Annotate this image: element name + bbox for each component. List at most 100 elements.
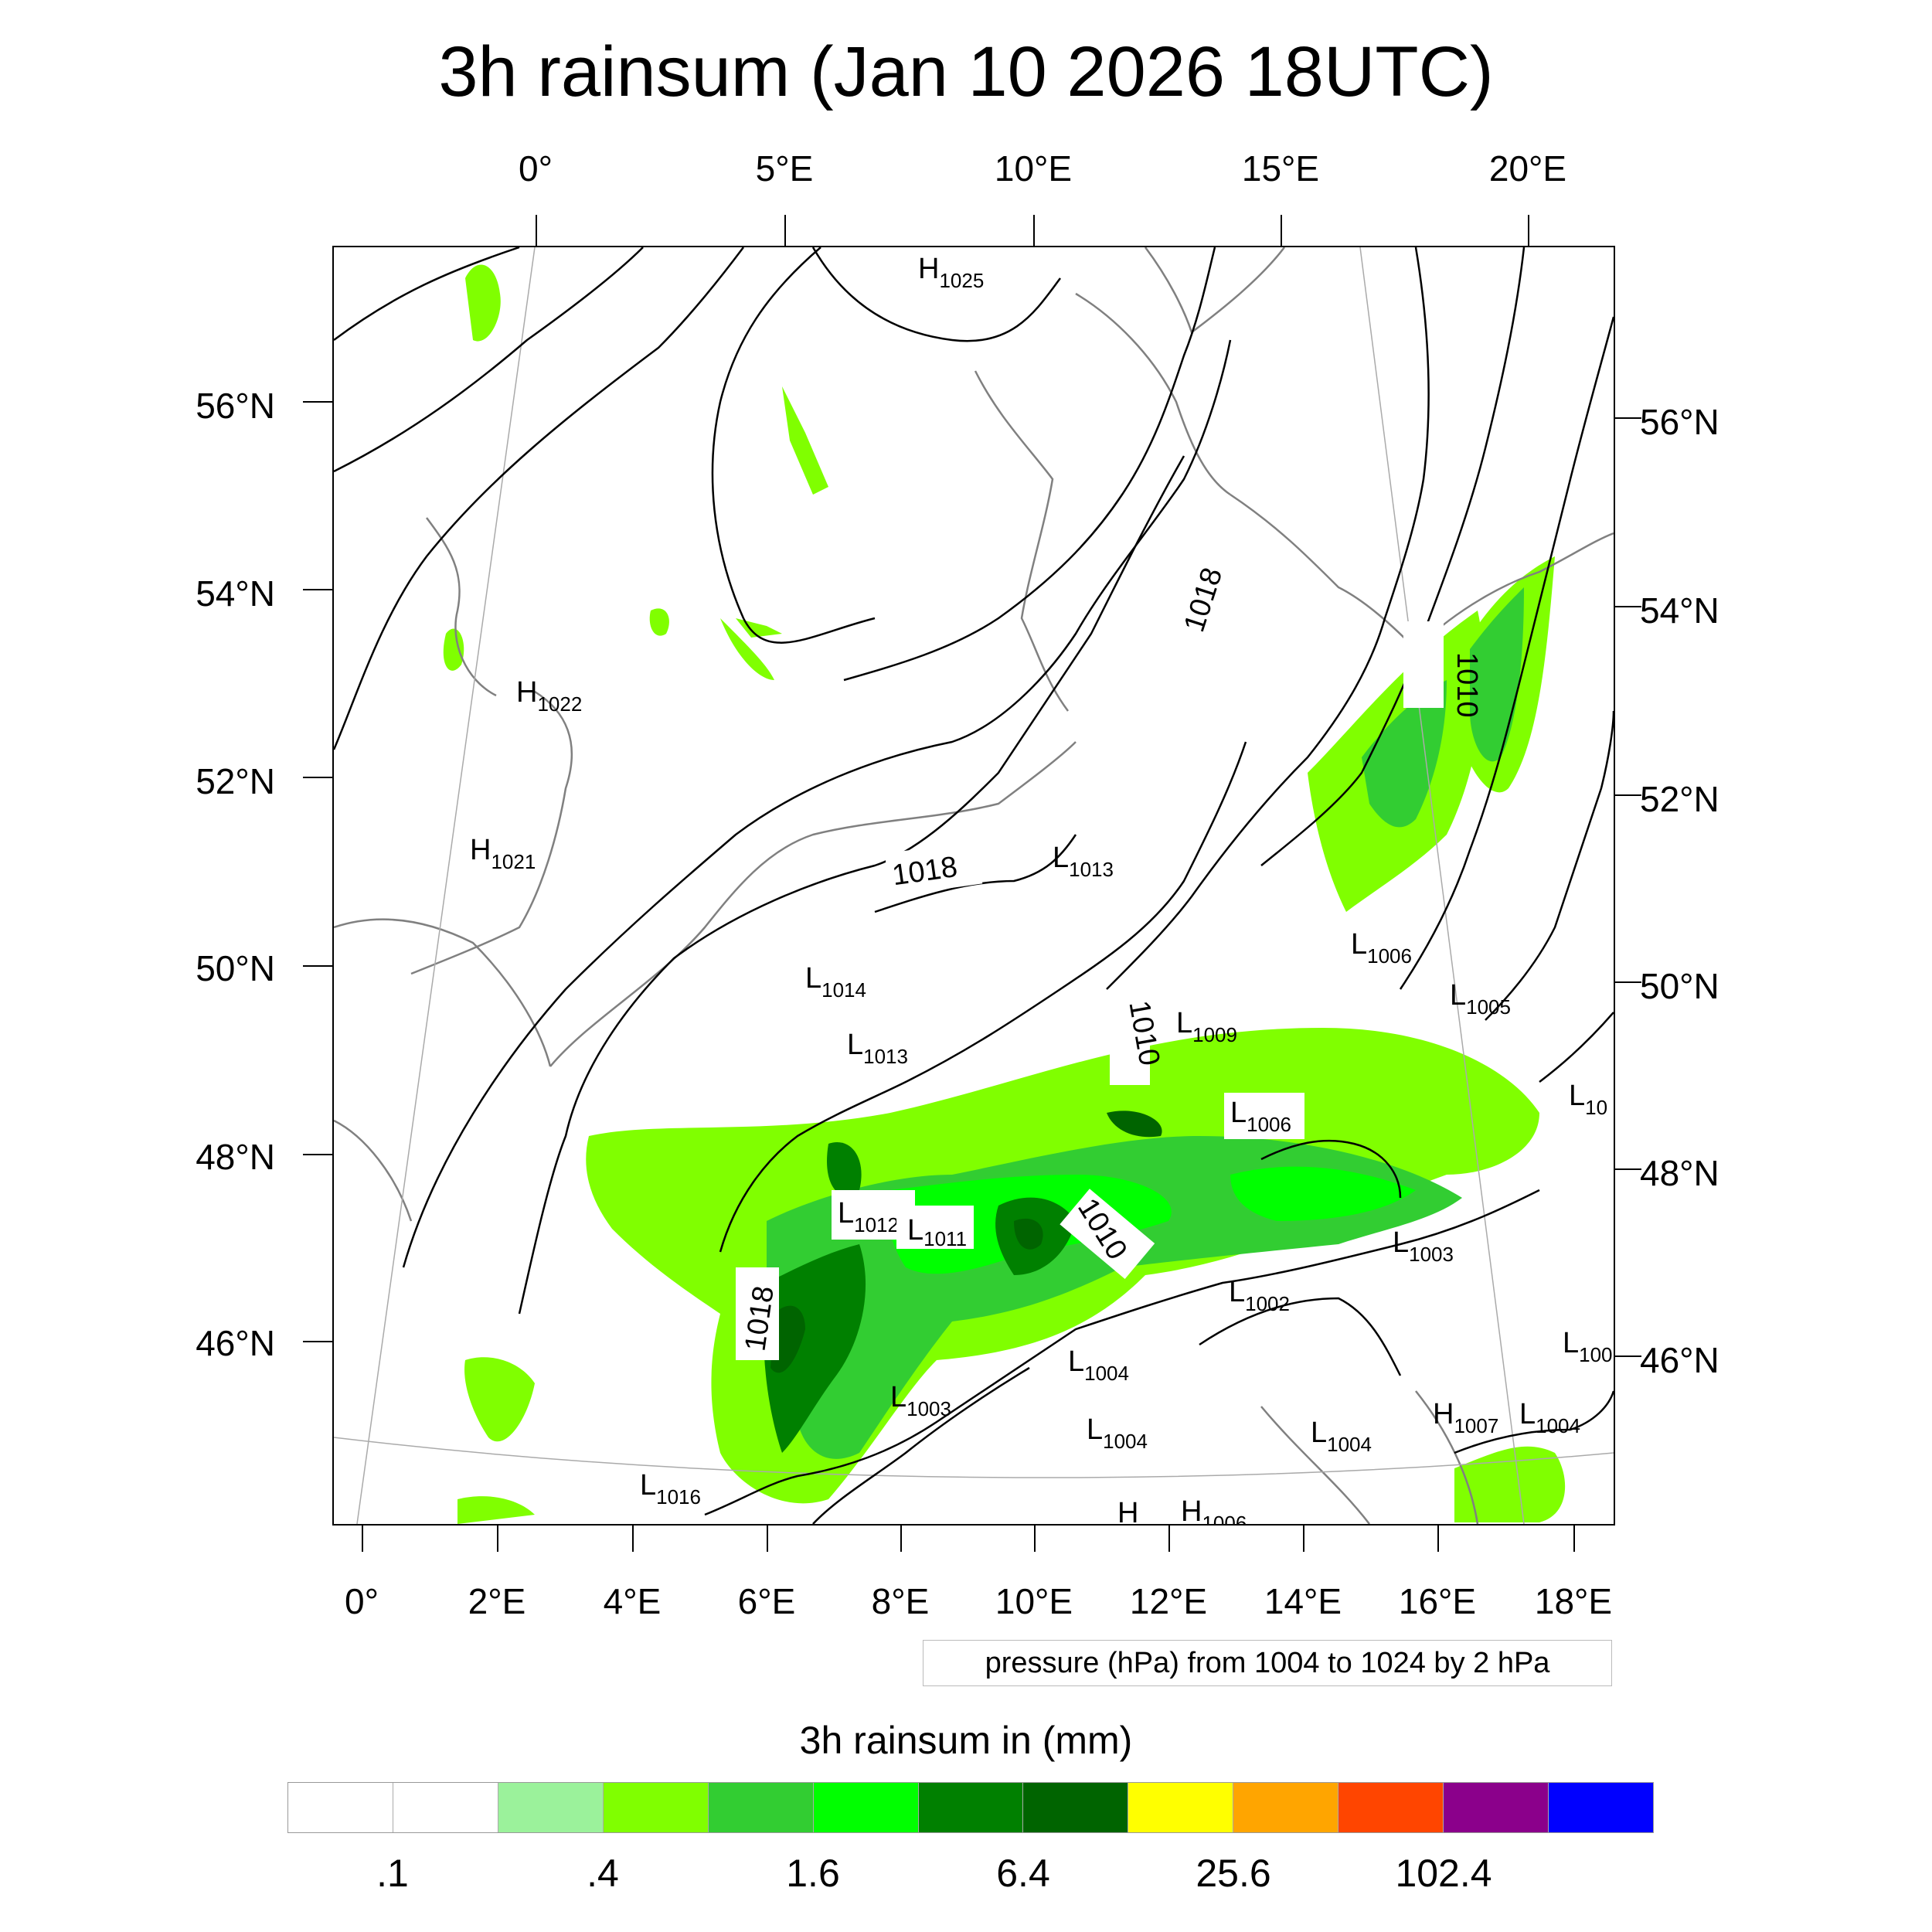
colorbar-tick-label: 25.6 (1196, 1852, 1271, 1895)
colorbar-tick-label: .4 (587, 1852, 619, 1895)
top-lon-label-0: 0° (519, 148, 553, 189)
right-tick (1614, 1168, 1641, 1170)
right-tick (1614, 981, 1641, 983)
left-lat-label-56n: 56°N (196, 386, 275, 426)
left-tick (303, 1154, 332, 1155)
bottom-tick (362, 1524, 363, 1552)
right-lat-label-52n: 52°N (1640, 779, 1719, 819)
bottom-tick (1437, 1524, 1439, 1552)
chart-title: 3h rainsum (Jan 10 2026 18UTC) (438, 32, 1494, 111)
bottom-lon-label-18e: 18°E (1534, 1581, 1613, 1621)
pressure-low-label: L1006 (1351, 928, 1412, 968)
colorbar-box (1338, 1783, 1444, 1832)
graticule (334, 247, 1614, 1524)
bottom-lon-label-8e: 8°E (871, 1581, 930, 1621)
bottom-lon-label-2e: 2°E (468, 1581, 526, 1621)
colorbar-tick-label: .1 (376, 1852, 409, 1895)
bottom-tick (1303, 1524, 1304, 1552)
top-lon-label-5e: 5°E (755, 148, 814, 189)
top-lon-label-10e: 10°E (994, 148, 1073, 189)
top-tick (1033, 215, 1035, 246)
rain-field (443, 264, 1566, 1524)
rain-heavy-areas (764, 1142, 1076, 1453)
right-lat-label-48n: 48°N (1640, 1153, 1719, 1193)
top-tick (1528, 215, 1529, 246)
top-tick (1281, 215, 1282, 246)
pressure-note: pressure (hPa) from 1004 to 1024 by 2 hP… (923, 1640, 1612, 1686)
pressure-low-label: L100 (1563, 1327, 1613, 1366)
colorbar-box (708, 1783, 814, 1832)
colorbar-box (1128, 1783, 1234, 1832)
isobar-label: 1010 (1451, 652, 1483, 718)
right-lat-label-56n: 56°N (1640, 402, 1719, 442)
colorbar-tick-label: 6.4 (996, 1852, 1050, 1895)
bottom-lon-label-12e: 12°E (1129, 1581, 1208, 1621)
pressure-low-label: L1003 (1393, 1226, 1454, 1266)
left-tick (303, 401, 332, 403)
left-lat-label-54n: 54°N (196, 573, 275, 614)
right-tick (1614, 794, 1641, 796)
pressure-low-label: L1004 (1519, 1398, 1580, 1437)
pressure-low-label: L1004 (1311, 1417, 1372, 1456)
colorbar-box (1233, 1783, 1339, 1832)
left-lat-label-48n: 48°N (196, 1137, 275, 1177)
bottom-lon-label-4e: 4°E (603, 1581, 662, 1621)
right-tick (1614, 1355, 1641, 1357)
right-lat-label-50n: 50°N (1640, 966, 1719, 1006)
left-tick (303, 777, 332, 778)
right-lat-label-54n: 54°N (1640, 590, 1719, 631)
pressure-high-label: H1022 (516, 676, 582, 716)
left-tick (303, 1341, 332, 1342)
right-tick (1614, 417, 1641, 419)
left-tick (303, 589, 332, 590)
left-lat-label-50n: 50°N (196, 948, 275, 988)
bottom-tick (632, 1524, 634, 1552)
right-lat-label-46n: 46°N (1640, 1340, 1719, 1380)
pressure-high-label: H (1117, 1497, 1138, 1524)
pressure-low-label: L1004 (1068, 1345, 1129, 1385)
colorbar-box (498, 1783, 604, 1832)
colorbar-box (918, 1783, 1024, 1832)
right-tick (1614, 606, 1641, 607)
pressure-low-label: L10 (1569, 1080, 1607, 1119)
bottom-tick (497, 1524, 498, 1552)
pressure-low-label: L1013 (1053, 842, 1114, 881)
top-tick (536, 215, 537, 246)
isobar-labels: 1018 1018 1010 1010 1010 1018 (736, 561, 1483, 1360)
colorbar-box (813, 1783, 919, 1832)
coastlines (334, 247, 1614, 1524)
colorbar-box (288, 1783, 393, 1832)
left-lat-label-52n: 52°N (196, 761, 275, 801)
colorbar-box (1444, 1783, 1549, 1832)
colorbar-box (1023, 1783, 1129, 1832)
bottom-tick (1168, 1524, 1170, 1552)
colorbar-box (603, 1783, 709, 1832)
pressure-low-label: L1016 (640, 1469, 701, 1509)
pressure-low-label: L1003 (890, 1381, 951, 1420)
colorbar (287, 1782, 1654, 1833)
rain-light-areas (443, 264, 1566, 1524)
colorbar-tick-label: 1.6 (786, 1852, 840, 1895)
colorbar-tick-label: 102.4 (1395, 1852, 1492, 1895)
bottom-lon-label-0: 0° (345, 1581, 379, 1621)
pressure-high-label: H1021 (470, 834, 536, 873)
left-tick (303, 965, 332, 967)
map-panel[interactable]: H1025 H1022 H1021 L1013 L1014 L1013 L100… (332, 246, 1615, 1526)
bottom-lon-label-10e: 10°E (995, 1581, 1073, 1621)
pressure-low-label: L1002 (1229, 1276, 1290, 1315)
bottom-tick (1573, 1524, 1575, 1552)
top-tick (784, 215, 786, 246)
pressure-low-label: L1005 (1450, 979, 1511, 1019)
top-lon-label-20e: 20°E (1488, 148, 1567, 189)
rain-very-heavy-areas (770, 1111, 1162, 1373)
pressure-low-label: L1004 (1087, 1413, 1148, 1453)
bottom-lon-label-16e: 16°E (1398, 1581, 1477, 1621)
pressure-high-label: H1025 (918, 253, 984, 292)
bottom-tick (900, 1524, 902, 1552)
weather-map-canvas: H1025 H1022 H1021 L1013 L1014 L1013 L100… (334, 247, 1614, 1524)
bottom-lon-label-6e: 6°E (737, 1581, 796, 1621)
colorbar-box (1549, 1783, 1653, 1832)
pressure-high-label: H1006 (1181, 1495, 1247, 1524)
pressure-low-label: L1013 (847, 1029, 908, 1068)
bottom-tick (1034, 1524, 1036, 1552)
